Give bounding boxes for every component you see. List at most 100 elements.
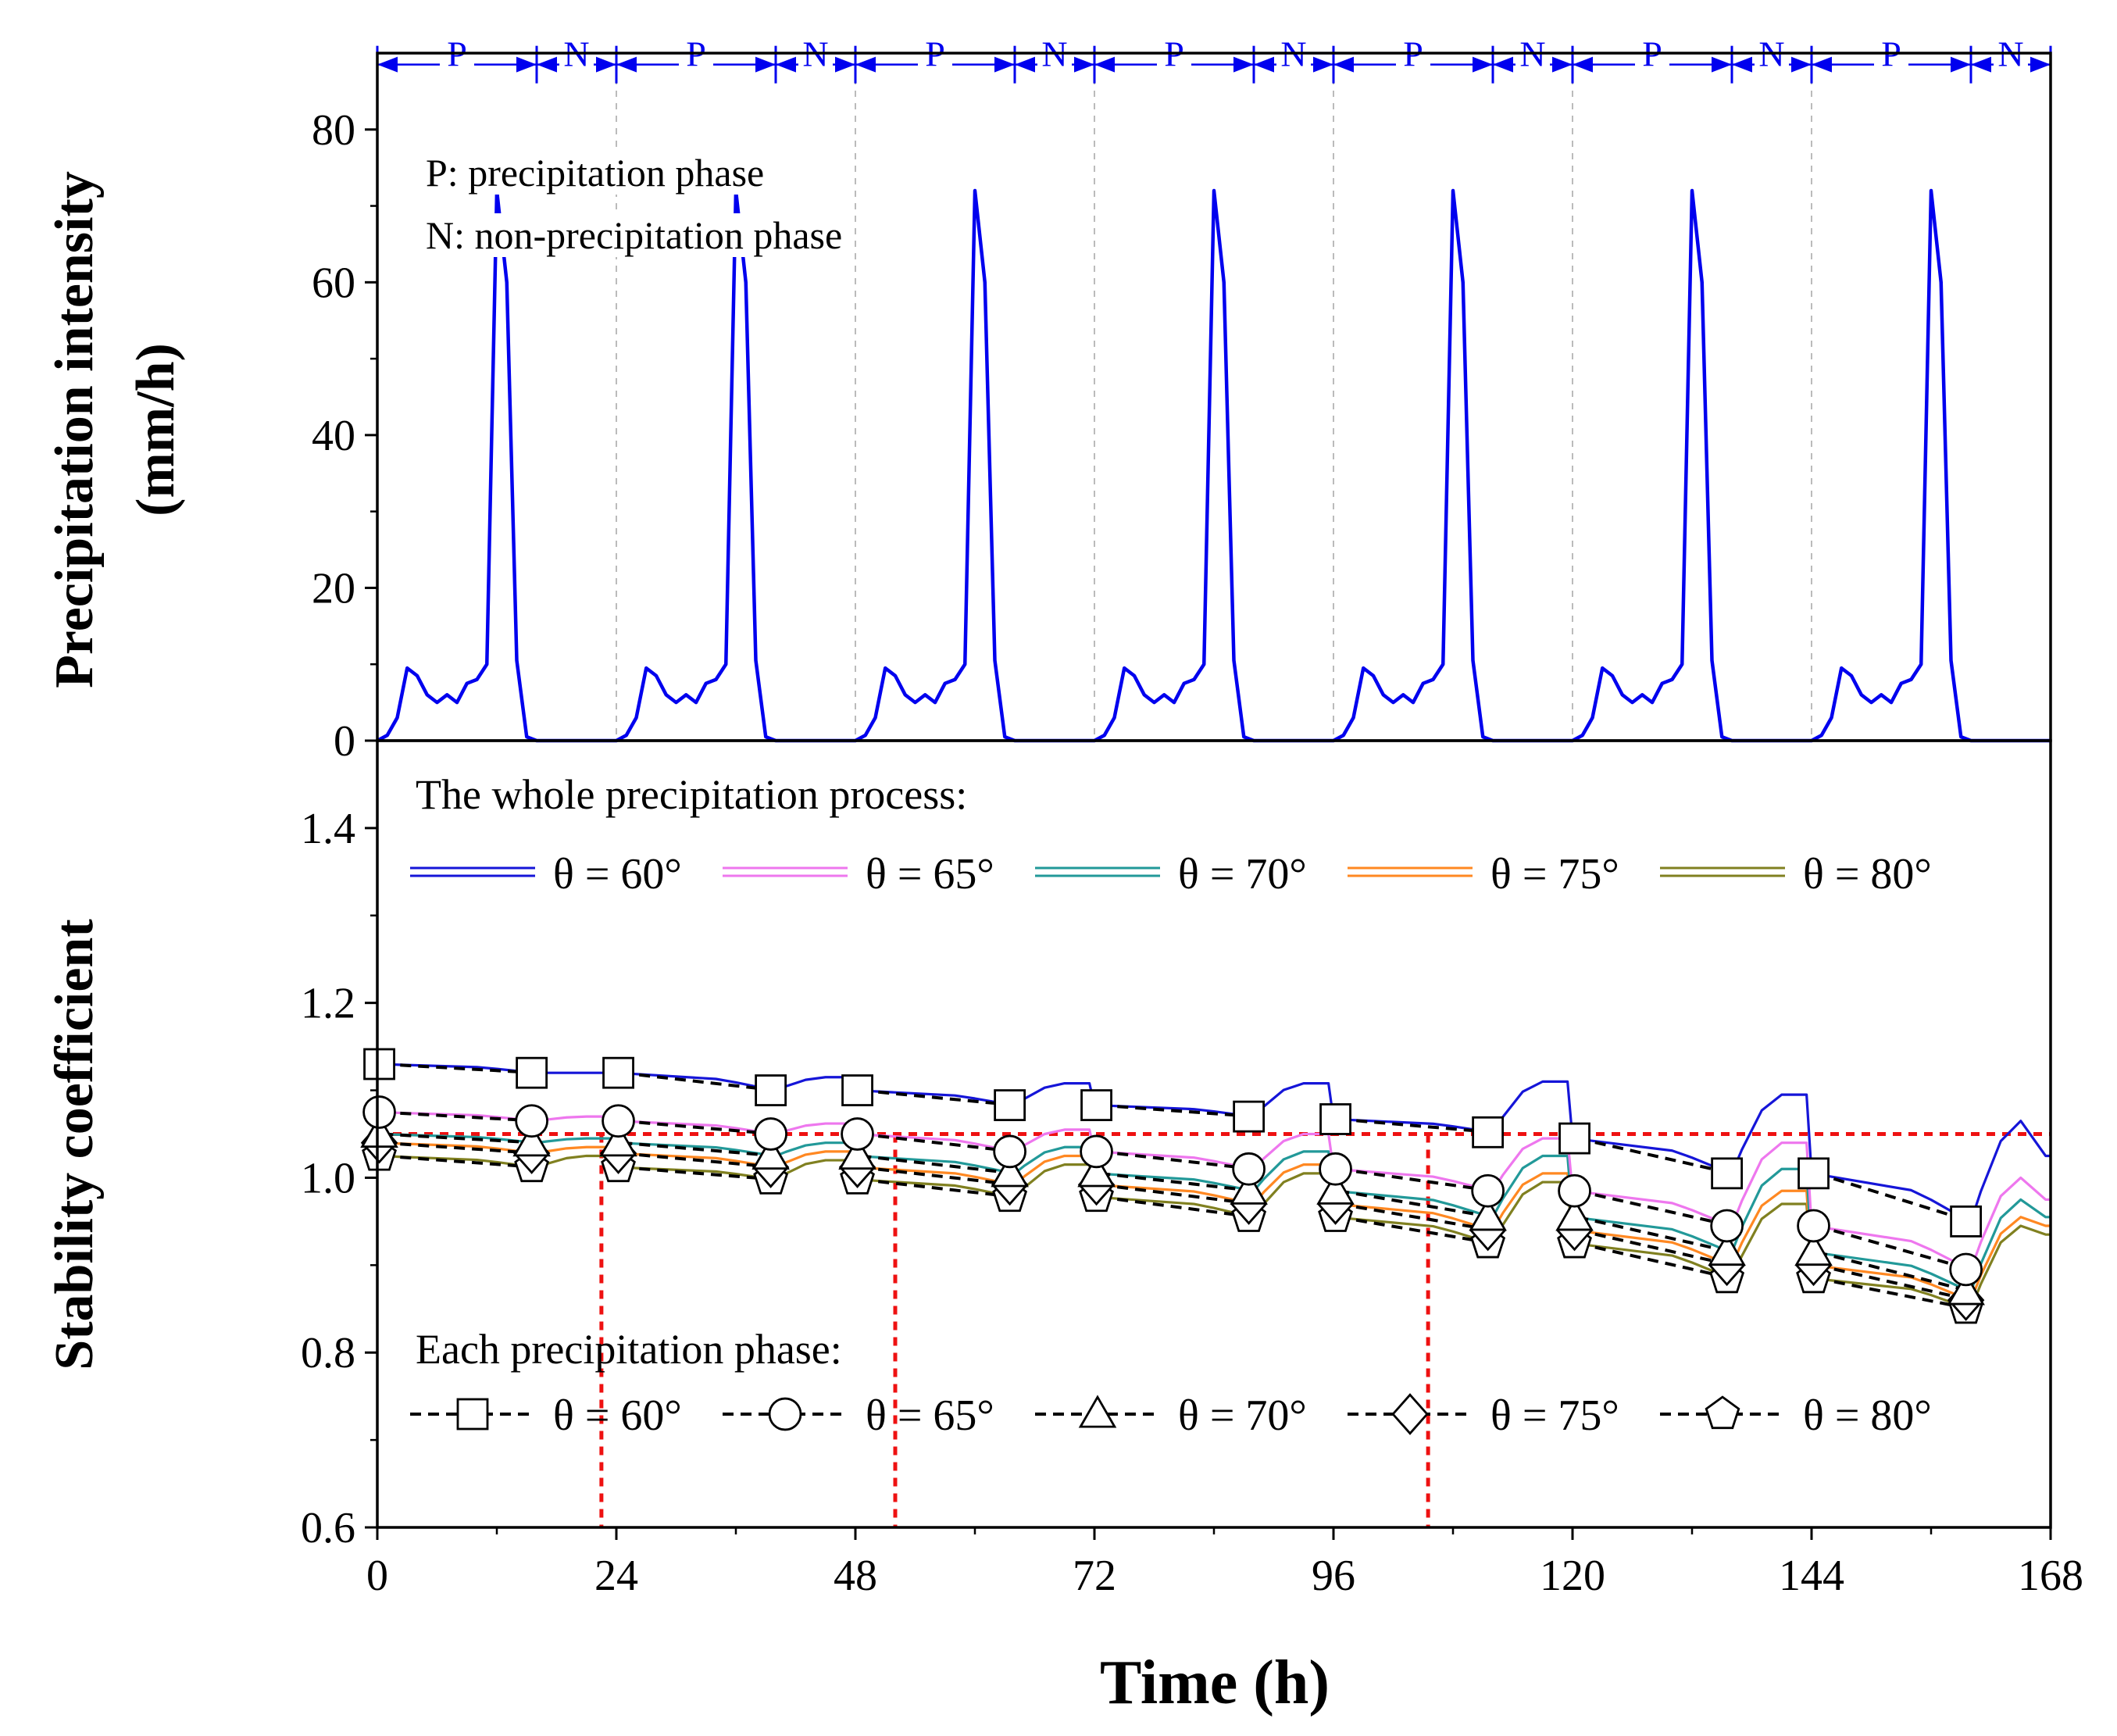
phase-marker-end bbox=[993, 1134, 1026, 1169]
phase-arrowhead-right bbox=[1233, 56, 1254, 73]
phase-arrowhead-left bbox=[1254, 56, 1274, 73]
phase-arrowhead-left bbox=[377, 56, 398, 73]
phase-dashed-line bbox=[1576, 1137, 1733, 1175]
phase-marker-start bbox=[602, 1104, 635, 1138]
legend-whole-label: θ = 70° bbox=[1178, 850, 1307, 898]
phase-dashed-line bbox=[621, 1166, 776, 1181]
phase-arrowhead-right bbox=[596, 56, 616, 73]
phase-dashed-line bbox=[1338, 1189, 1494, 1219]
phase-dashed-line bbox=[1815, 1263, 1972, 1302]
phase-marker-start bbox=[599, 1123, 637, 1157]
phase-marker-end bbox=[1232, 1152, 1266, 1186]
phase-arrowhead-right bbox=[516, 56, 537, 73]
phase-marker-end bbox=[515, 1104, 548, 1138]
phase-dashed-line bbox=[382, 1141, 537, 1156]
phase-dashed-line bbox=[621, 1141, 776, 1158]
phase-marker-start bbox=[1080, 1089, 1112, 1121]
phase-marker-start bbox=[1794, 1232, 1833, 1266]
phase-label-bg bbox=[1994, 31, 2028, 71]
phase-dashed-line bbox=[1576, 1228, 1733, 1267]
legend-phase-label: θ = 70° bbox=[1178, 1391, 1307, 1440]
phase-arrowhead-left bbox=[1971, 56, 1991, 73]
phase-arrowhead-right bbox=[835, 56, 855, 73]
phase-marker-end bbox=[1710, 1209, 1744, 1243]
phase-marker-end bbox=[1469, 1198, 1507, 1231]
phase-marker-start bbox=[1316, 1171, 1355, 1205]
phase-arrowhead-left bbox=[1493, 56, 1513, 73]
phase-marker-end bbox=[1947, 1272, 1985, 1306]
phase-label-bg bbox=[1515, 31, 1550, 71]
top-y-tick-label: 80 bbox=[312, 106, 355, 155]
phase-arrowhead-right bbox=[2030, 56, 2051, 73]
phase-marker-end bbox=[1472, 1116, 1505, 1148]
phase-dashed-line bbox=[382, 1154, 537, 1170]
phase-marker-start bbox=[1077, 1154, 1116, 1188]
legend-phase-marker bbox=[456, 1398, 489, 1431]
phase-dashed-line bbox=[1815, 1277, 1972, 1311]
phase-arrowhead-right bbox=[1552, 56, 1573, 73]
legend-phase-label: θ = 80° bbox=[1803, 1391, 1932, 1440]
bottom-y-tick-label: 1.2 bbox=[301, 980, 355, 1028]
phase-dashed-line bbox=[621, 1152, 776, 1170]
phase-dashed-line bbox=[1576, 1241, 1733, 1281]
legend-phase-marker bbox=[1391, 1393, 1429, 1435]
phase-arrowhead-left bbox=[1333, 56, 1354, 73]
annotation-precipitation-phase: P: precipitation phase bbox=[426, 151, 764, 195]
phase-marker-end bbox=[994, 1089, 1026, 1121]
phase-arrowhead-right bbox=[1791, 56, 1812, 73]
legend-whole-title: The whole precipitation process: bbox=[416, 771, 967, 818]
phase-label-bg bbox=[918, 31, 952, 71]
phase-arrowhead-right bbox=[755, 56, 776, 73]
phase-marker-start bbox=[1797, 1209, 1830, 1243]
phase-marker-start bbox=[841, 1117, 874, 1151]
top-y-axis-label-line2: (mm/h) bbox=[126, 343, 186, 516]
top-y-tick-label: 60 bbox=[312, 259, 355, 307]
phase-dashed-line bbox=[1815, 1250, 1972, 1293]
legend-phase-label: θ = 60° bbox=[553, 1391, 682, 1440]
phase-label-bg bbox=[1755, 31, 1789, 71]
phase-marker-end bbox=[754, 1117, 787, 1151]
phase-dashed-line bbox=[1099, 1171, 1255, 1193]
phase-dashed-line bbox=[1099, 1183, 1255, 1206]
phase-dashed-line bbox=[382, 1062, 537, 1075]
annotation-bg bbox=[423, 151, 768, 195]
x-tick-label: 48 bbox=[834, 1552, 877, 1600]
phase-dashed-line bbox=[1099, 1103, 1255, 1119]
phase-marker-end bbox=[1950, 1205, 1983, 1238]
phase-arrowhead-right bbox=[994, 56, 1015, 73]
phase-label-bg bbox=[1396, 31, 1430, 71]
phase-dashed-line bbox=[382, 1132, 537, 1145]
phase-dashed-line bbox=[860, 1088, 1016, 1107]
x-tick-label: 96 bbox=[1312, 1552, 1355, 1600]
whole-process-line bbox=[377, 1132, 2051, 1293]
phase-dashed-line bbox=[1576, 1189, 1733, 1227]
phase-dashed-line bbox=[1338, 1215, 1494, 1245]
x-tick-label: 0 bbox=[366, 1552, 388, 1600]
phase-marker-start bbox=[841, 1074, 873, 1106]
legend-phase-marker bbox=[768, 1397, 802, 1431]
phase-dashed-line bbox=[1099, 1149, 1255, 1171]
phase-label-bg bbox=[1874, 31, 1908, 71]
phase-dashed-line bbox=[1099, 1195, 1255, 1219]
phase-dashed-line bbox=[1815, 1224, 1972, 1271]
phase-marker-end bbox=[751, 1136, 790, 1170]
top-y-tick-label: 0 bbox=[334, 717, 355, 766]
phase-marker-start bbox=[1558, 1122, 1590, 1155]
phase-arrowhead-left bbox=[1812, 56, 1832, 73]
phase-arrowhead-left bbox=[855, 56, 876, 73]
phase-marker-end bbox=[1711, 1157, 1744, 1190]
bottom-y-tick-label: 0.6 bbox=[301, 1504, 355, 1552]
phase-dashed-line bbox=[1338, 1117, 1494, 1134]
phase-arrowhead-left bbox=[1573, 56, 1593, 73]
phase-label-bg bbox=[1037, 31, 1072, 71]
phase-arrowhead-left bbox=[616, 56, 637, 73]
phase-marker-end bbox=[1708, 1232, 1746, 1266]
phase-dashed-line bbox=[860, 1132, 1016, 1153]
phase-arrowhead-left bbox=[1094, 56, 1115, 73]
bottom-panel-frame bbox=[376, 739, 2052, 1529]
phase-dashed-line bbox=[1338, 1167, 1494, 1193]
phase-marker-start bbox=[838, 1136, 876, 1170]
phase-marker-start bbox=[363, 1048, 395, 1081]
phase-dashed-line bbox=[860, 1177, 1016, 1199]
phase-marker-start bbox=[602, 1056, 634, 1089]
